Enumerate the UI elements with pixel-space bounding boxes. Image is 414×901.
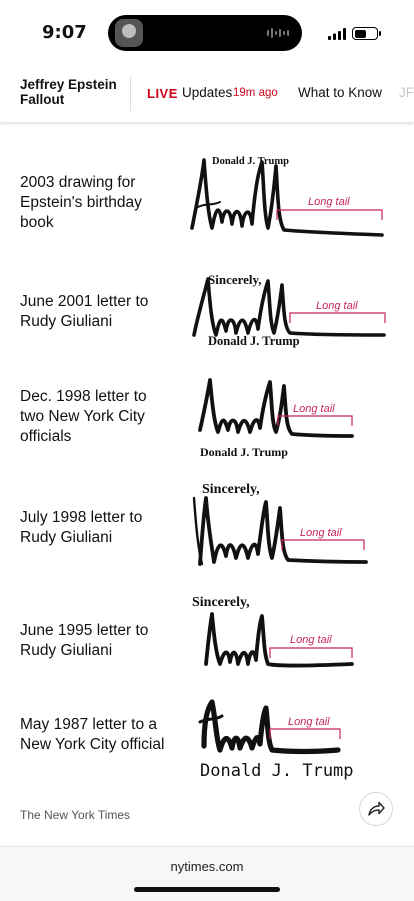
section-title[interactable]: Jeffrey Epstein Fallout xyxy=(20,77,117,107)
status-bar: 9:07 xyxy=(0,0,414,66)
signature-header: Sincerely, xyxy=(202,482,260,497)
tail-bracket xyxy=(269,728,341,739)
dynamic-island[interactable] xyxy=(108,15,302,51)
signature-caption: July 1998 letter to Rudy Giuliani xyxy=(20,509,143,546)
signature-caption: 2003 drawing for Epstein's birthday book xyxy=(20,174,142,231)
signature-caption: June 2001 letter to Rudy Giuliani xyxy=(20,293,149,330)
tail-bracket xyxy=(289,312,386,323)
tail-label: Long tail xyxy=(300,527,342,539)
signature-footer: Donald J. Trump xyxy=(200,445,288,459)
address-bar[interactable]: nytimes.com xyxy=(170,859,244,874)
signature-image: Donald J. Trump Long tail xyxy=(190,156,384,237)
tab-updates[interactable]: Updates xyxy=(182,85,233,100)
signature-caption: May 1987 letter to a New York City offic… xyxy=(20,716,165,753)
signature-header: Donald J. Trump xyxy=(212,156,289,167)
tail-bracket xyxy=(269,647,353,658)
image-credit: The New York Times xyxy=(20,808,131,822)
status-time: 9:07 xyxy=(42,22,87,43)
signature-caption: June 1995 letter to Rudy Giuliani xyxy=(20,622,149,659)
signature-header: Sincerely, xyxy=(208,272,262,287)
browser-bottom-bar: nytimes.com xyxy=(0,846,414,901)
nav-divider xyxy=(130,77,131,111)
tail-label: Long tail xyxy=(290,634,332,646)
share-arrow-icon xyxy=(368,801,385,816)
tail-label: Long tail xyxy=(293,403,335,415)
tail-bracket xyxy=(277,415,353,426)
updated-ago: 19m ago xyxy=(233,87,278,99)
share-button[interactable] xyxy=(359,792,393,826)
signature-caption: Dec. 1998 letter to two New York City of… xyxy=(20,388,147,445)
signature-image: Sincerely, Long tail xyxy=(192,595,354,668)
now-playing-artwork xyxy=(115,19,143,47)
tail-label: Long tail xyxy=(316,300,358,312)
signature-image: Donald J. Trump Long tail xyxy=(198,378,354,459)
signature-image: Sincerely, Donald J. Trump Long tail xyxy=(192,272,386,348)
signature-image: Donald J. Trump Long tail xyxy=(198,699,354,781)
live-coverage-nav: Jeffrey Epstein Fallout LIVE Updates 19m… xyxy=(0,66,414,122)
signature-footer: Donald J. Trump xyxy=(200,761,354,781)
signature-header: Sincerely, xyxy=(192,595,250,610)
cellular-signal-icon xyxy=(328,27,346,40)
tail-bracket xyxy=(281,539,365,550)
audio-waveform-icon xyxy=(267,28,289,38)
live-label[interactable]: LIVE xyxy=(147,86,178,101)
battery-icon xyxy=(352,27,381,40)
tail-label: Long tail xyxy=(288,716,330,728)
signature-footer: Donald J. Trump xyxy=(208,334,300,348)
status-icons xyxy=(328,27,381,40)
signature-image: Sincerely, Long tail xyxy=(192,482,368,566)
tab-more[interactable]: JF xyxy=(399,85,414,100)
tail-label: Long tail xyxy=(308,196,350,208)
tab-what-to-know[interactable]: What to Know xyxy=(298,85,383,100)
home-indicator[interactable] xyxy=(134,887,280,892)
tail-bracket xyxy=(276,209,383,220)
